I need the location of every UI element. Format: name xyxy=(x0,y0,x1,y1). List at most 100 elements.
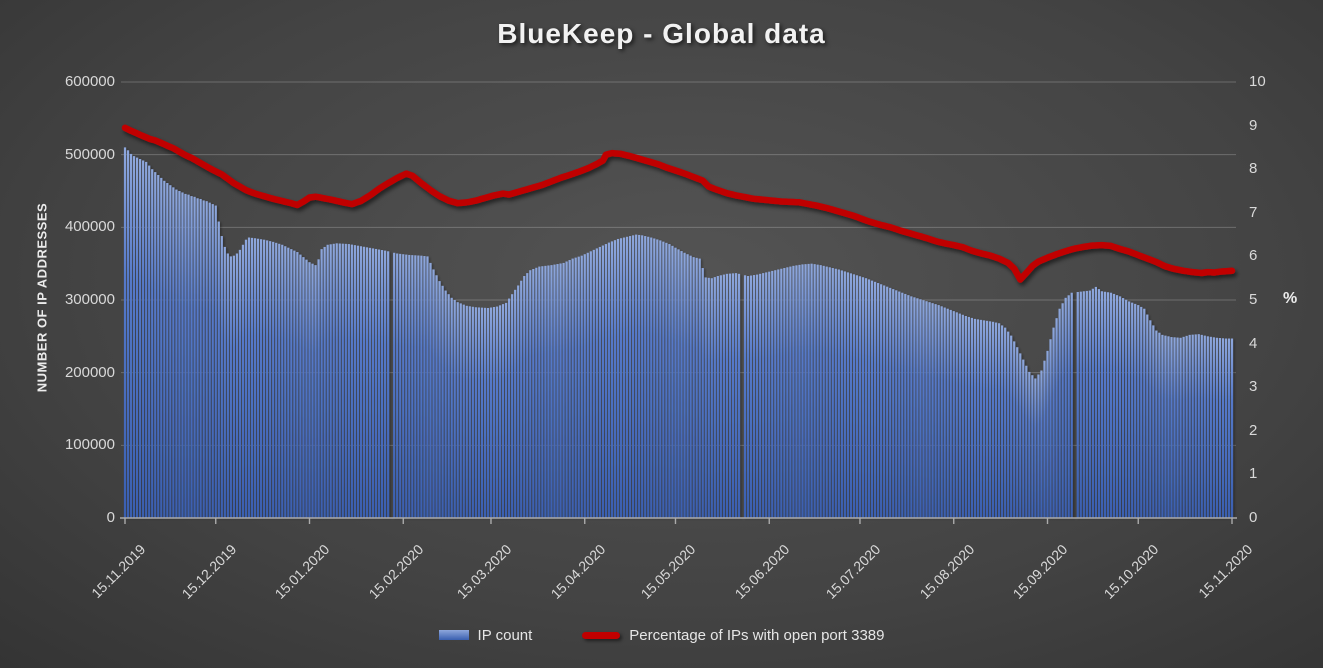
bar xyxy=(928,302,931,518)
bar xyxy=(846,272,849,518)
y-right-tick-label: 3 xyxy=(1249,378,1258,396)
bar xyxy=(713,277,716,518)
bar xyxy=(786,267,789,518)
bar xyxy=(874,281,877,518)
bar xyxy=(1179,337,1182,518)
bar xyxy=(1140,306,1143,518)
bar xyxy=(359,246,363,519)
bar xyxy=(934,304,937,518)
bar xyxy=(674,247,677,518)
bar xyxy=(223,246,226,518)
bar xyxy=(232,255,235,519)
bar xyxy=(1221,338,1225,518)
bar xyxy=(284,246,287,519)
bar xyxy=(683,252,686,518)
bar xyxy=(629,236,632,519)
bar xyxy=(904,293,907,518)
bar xyxy=(520,280,523,518)
bar xyxy=(864,278,868,518)
bar xyxy=(1115,295,1119,518)
bar xyxy=(278,243,281,519)
bar xyxy=(501,304,505,518)
bar xyxy=(1173,337,1176,518)
bar xyxy=(417,255,420,519)
bar xyxy=(668,244,671,519)
bar xyxy=(338,243,341,518)
bar xyxy=(870,280,874,518)
bar xyxy=(544,265,547,518)
bar xyxy=(550,265,553,518)
bar xyxy=(895,290,898,518)
bar xyxy=(163,180,166,518)
bar xyxy=(495,306,499,518)
bar xyxy=(450,297,453,518)
bar xyxy=(532,269,535,518)
bar xyxy=(514,289,517,518)
bar xyxy=(825,266,828,518)
y-left-tick-label: 400000 xyxy=(64,218,115,236)
bar xyxy=(468,306,471,518)
bar xyxy=(1164,335,1167,518)
bar xyxy=(583,254,586,518)
bar xyxy=(783,268,786,518)
bar xyxy=(126,150,130,518)
bar xyxy=(568,260,571,518)
y-right-tick-label: 6 xyxy=(1249,247,1258,265)
legend-item-percentage: Percentage of IPs with open port 3389 xyxy=(582,627,884,644)
bar xyxy=(1010,335,1013,518)
bar xyxy=(810,263,813,518)
bar xyxy=(459,303,462,518)
bar xyxy=(160,177,163,519)
bar xyxy=(562,262,565,518)
bar xyxy=(598,246,601,518)
bar xyxy=(949,309,952,518)
bar xyxy=(266,240,269,518)
bar xyxy=(356,245,359,518)
bar xyxy=(592,249,595,519)
y-left-tick-label: 600000 xyxy=(64,73,115,90)
bar xyxy=(922,300,925,518)
bar xyxy=(290,249,293,518)
bar xyxy=(604,244,608,519)
bar xyxy=(1218,338,1221,518)
bar xyxy=(329,244,332,519)
bar xyxy=(704,277,707,518)
bar xyxy=(314,265,317,518)
bar xyxy=(132,156,136,518)
legend-swatch-ip-count xyxy=(438,630,469,640)
bar xyxy=(695,257,698,518)
bar xyxy=(656,239,659,518)
bar xyxy=(955,312,958,518)
bar xyxy=(961,314,964,518)
bar xyxy=(1188,334,1191,518)
bar xyxy=(635,234,638,518)
bar xyxy=(1076,292,1079,518)
bar xyxy=(765,272,768,518)
bar xyxy=(952,311,955,518)
bar xyxy=(269,241,272,518)
bar xyxy=(686,254,689,518)
bar xyxy=(816,264,819,518)
bar xyxy=(662,241,665,518)
bar xyxy=(441,285,444,518)
bar xyxy=(831,268,834,518)
bar xyxy=(731,273,735,518)
bar xyxy=(498,305,502,518)
bar xyxy=(768,271,771,518)
bar xyxy=(175,189,178,519)
bar xyxy=(471,306,474,518)
bar xyxy=(1028,371,1031,518)
bar xyxy=(166,183,169,518)
percentage-polyline xyxy=(121,124,1236,283)
bar xyxy=(462,304,465,518)
bar xyxy=(526,273,529,518)
chart-title: BlueKeep - Global data xyxy=(497,18,826,49)
bar xyxy=(1128,301,1131,518)
bar xyxy=(492,307,496,518)
bar xyxy=(205,201,208,519)
bar xyxy=(970,317,973,518)
bar xyxy=(1215,337,1218,518)
bar xyxy=(798,264,801,518)
